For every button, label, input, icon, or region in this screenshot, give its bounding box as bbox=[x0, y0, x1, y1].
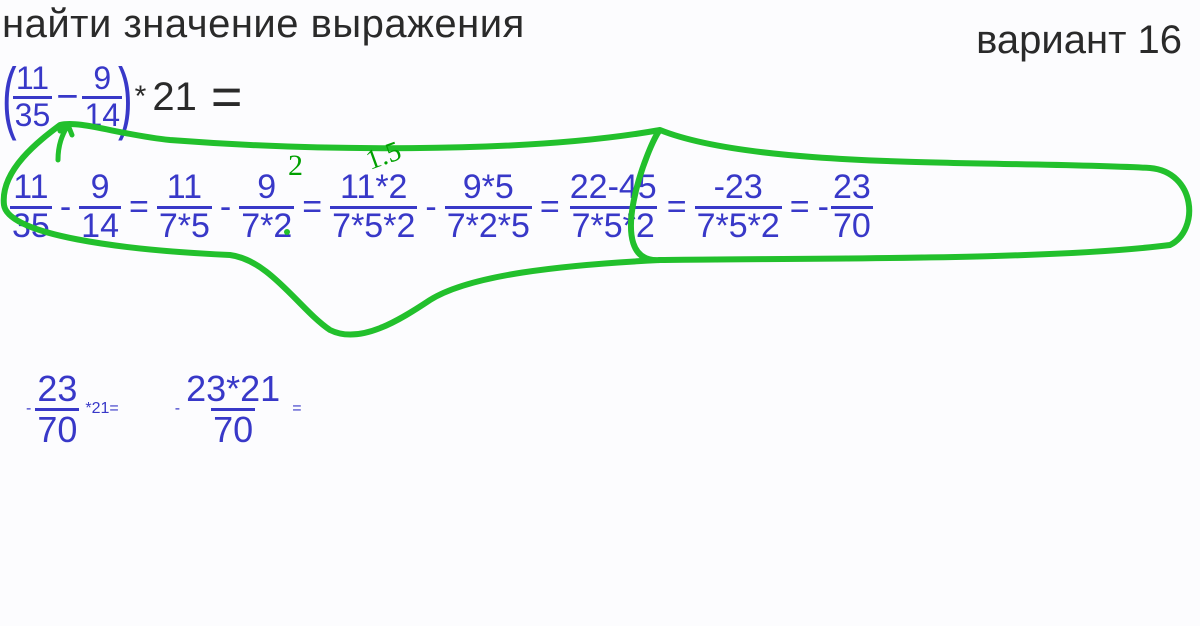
minus: − bbox=[52, 76, 82, 119]
fraction: -237*5*2 bbox=[695, 170, 782, 244]
frac-23-70: 23 70 bbox=[35, 370, 79, 449]
equals: = bbox=[782, 188, 818, 227]
equals: = bbox=[121, 188, 157, 227]
equals: = bbox=[197, 66, 243, 128]
frac-23x21-70: 23*21 70 bbox=[184, 370, 282, 449]
right-paren: ) bbox=[118, 73, 133, 121]
work-line-2: - 23 70 *21= - 23*21 70 = bbox=[26, 370, 302, 449]
fraction: 2370 bbox=[831, 170, 873, 244]
frac-11-35: 11 35 bbox=[13, 62, 53, 132]
neg-sign-2: - bbox=[175, 400, 184, 418]
fraction: 914 bbox=[79, 170, 121, 244]
left-paren: ( bbox=[2, 73, 17, 121]
fraction: 97*2 bbox=[239, 170, 294, 244]
neg-sign: - bbox=[26, 400, 35, 418]
minus: - bbox=[52, 188, 79, 227]
equals: = bbox=[532, 188, 568, 227]
task-title: найти значение выражения bbox=[2, 2, 525, 47]
fraction: 9*57*2*5 bbox=[445, 170, 532, 244]
times-21-eq: *21= bbox=[79, 400, 124, 418]
equals-2: = bbox=[282, 400, 301, 418]
neg-sign: - bbox=[818, 188, 831, 227]
equals: = bbox=[659, 188, 695, 227]
fraction: 22-457*5*2 bbox=[568, 170, 659, 244]
minus: - bbox=[417, 188, 444, 227]
variant-label: вариант 16 bbox=[976, 18, 1182, 63]
whiteboard: { "title": "найти значение выражения", "… bbox=[0, 0, 1200, 626]
equals: = bbox=[294, 188, 330, 227]
fraction: 11*27*5*2 bbox=[330, 170, 417, 244]
fraction: 1135 bbox=[10, 170, 52, 244]
fraction: 117*5 bbox=[157, 170, 212, 244]
minus: - bbox=[212, 188, 239, 227]
problem-expression: ( 11 35 − 9 14 ) * 21 = bbox=[6, 62, 242, 132]
frac-9-14: 9 14 bbox=[82, 62, 122, 132]
work-line-1: 1135-914=117*5-97*2=11*27*5*2-9*57*2*5=2… bbox=[10, 170, 873, 244]
factor-21: 21 bbox=[152, 75, 197, 120]
